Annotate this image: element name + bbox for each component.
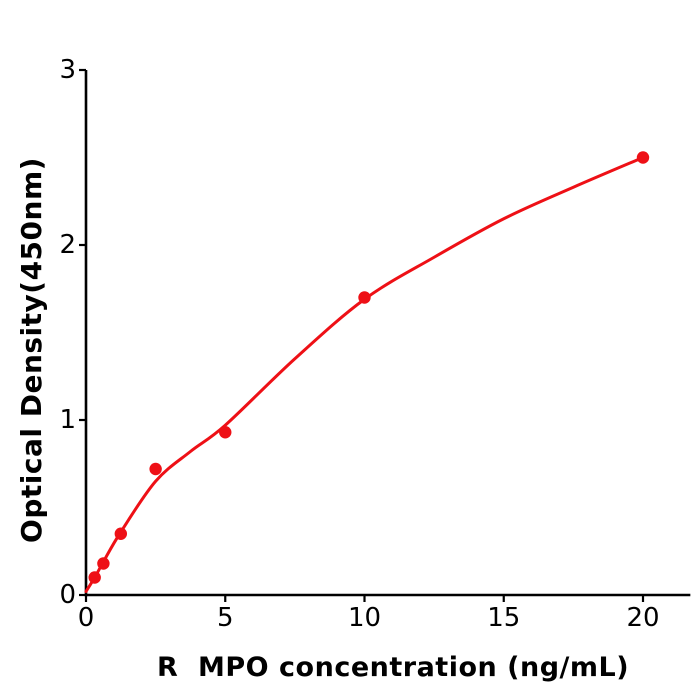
x-tick-label: 5 xyxy=(216,603,234,633)
y-tick-label: 3 xyxy=(59,55,76,85)
data-point xyxy=(358,291,371,304)
y-axis-label: Optical Density(450nm) xyxy=(15,157,48,543)
data-point xyxy=(97,557,110,570)
y-tick-label: 1 xyxy=(59,405,76,435)
y-tick-label: 0 xyxy=(59,580,76,610)
data-point xyxy=(88,571,101,584)
y-tick-label: 2 xyxy=(59,230,76,260)
x-tick-label: 15 xyxy=(487,603,521,633)
x-tick-label: 0 xyxy=(77,603,95,633)
x-tick-label: 20 xyxy=(626,603,660,633)
data-point xyxy=(149,462,162,476)
x-tick-label: 10 xyxy=(347,603,382,633)
data-point xyxy=(636,151,650,164)
x-axis-label: R MPO concentration (ng/mL) xyxy=(156,652,630,683)
data-point xyxy=(114,527,128,540)
data-point xyxy=(219,426,232,439)
fit-curve xyxy=(84,156,645,593)
